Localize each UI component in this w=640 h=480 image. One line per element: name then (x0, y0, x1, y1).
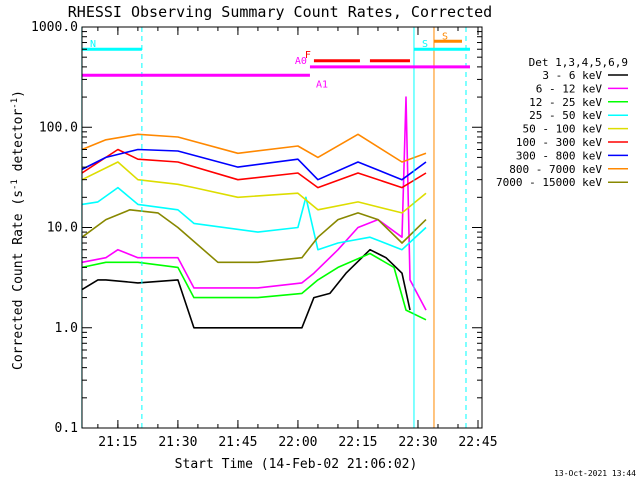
x-tick-label: 22:30 (398, 435, 437, 450)
x-axis-label: Start Time (14-Feb-02 21:06:02) (175, 457, 418, 472)
flag-label: N (90, 39, 96, 50)
legend-label: 7000 - 15000 keV (496, 176, 602, 189)
flag-label: S (442, 31, 448, 42)
x-tick-label: 21:30 (158, 435, 197, 450)
flag-label: S (422, 39, 428, 50)
flag-label: F (305, 50, 311, 61)
series-line (81, 252, 427, 321)
x-tick-label: 22:00 (278, 435, 317, 450)
series-line (81, 248, 411, 329)
flag-label: A0 (295, 56, 307, 67)
series-line (81, 148, 427, 189)
flag-label: A1 (316, 79, 328, 90)
y-tick-label: 10.0 (47, 221, 78, 236)
chart-title: RHESSI Observing Summary Count Rates, Co… (68, 3, 492, 21)
y-tick-label: 0.1 (55, 421, 78, 436)
legend-title: Det 1,3,4,5,6,9 (529, 56, 628, 69)
series-line (81, 148, 427, 181)
x-tick-label: 22:45 (458, 435, 497, 450)
legend-label: 25 - 50 keV (529, 109, 602, 122)
series-line (81, 96, 427, 311)
legend-label: 6 - 12 keV (536, 82, 603, 95)
y-axis-label: Corrected Count Rate (s-1 detector-1) (10, 90, 26, 370)
legend-label: 100 - 300 keV (516, 136, 602, 149)
legend-label: 300 - 800 keV (516, 149, 602, 162)
timestamp: 13-Oct-2021 13:44 (554, 469, 636, 478)
y-tick-label: 1.0 (55, 321, 78, 336)
x-tick-label: 22:15 (338, 435, 377, 450)
series-line (81, 186, 427, 251)
legend-label: 3 - 6 keV (542, 69, 602, 82)
legend-label: 50 - 100 keV (523, 123, 603, 136)
x-tick-label: 21:45 (218, 435, 257, 450)
y-tick-label: 1000.0 (31, 20, 78, 35)
y-tick-label: 100.0 (39, 120, 78, 135)
series-line (81, 161, 427, 214)
series-line (81, 133, 427, 163)
legend-label: 800 - 7000 keV (509, 163, 602, 176)
legend-label: 12 - 25 keV (529, 96, 602, 109)
x-tick-label: 21:15 (98, 435, 137, 450)
series-line (81, 209, 427, 264)
